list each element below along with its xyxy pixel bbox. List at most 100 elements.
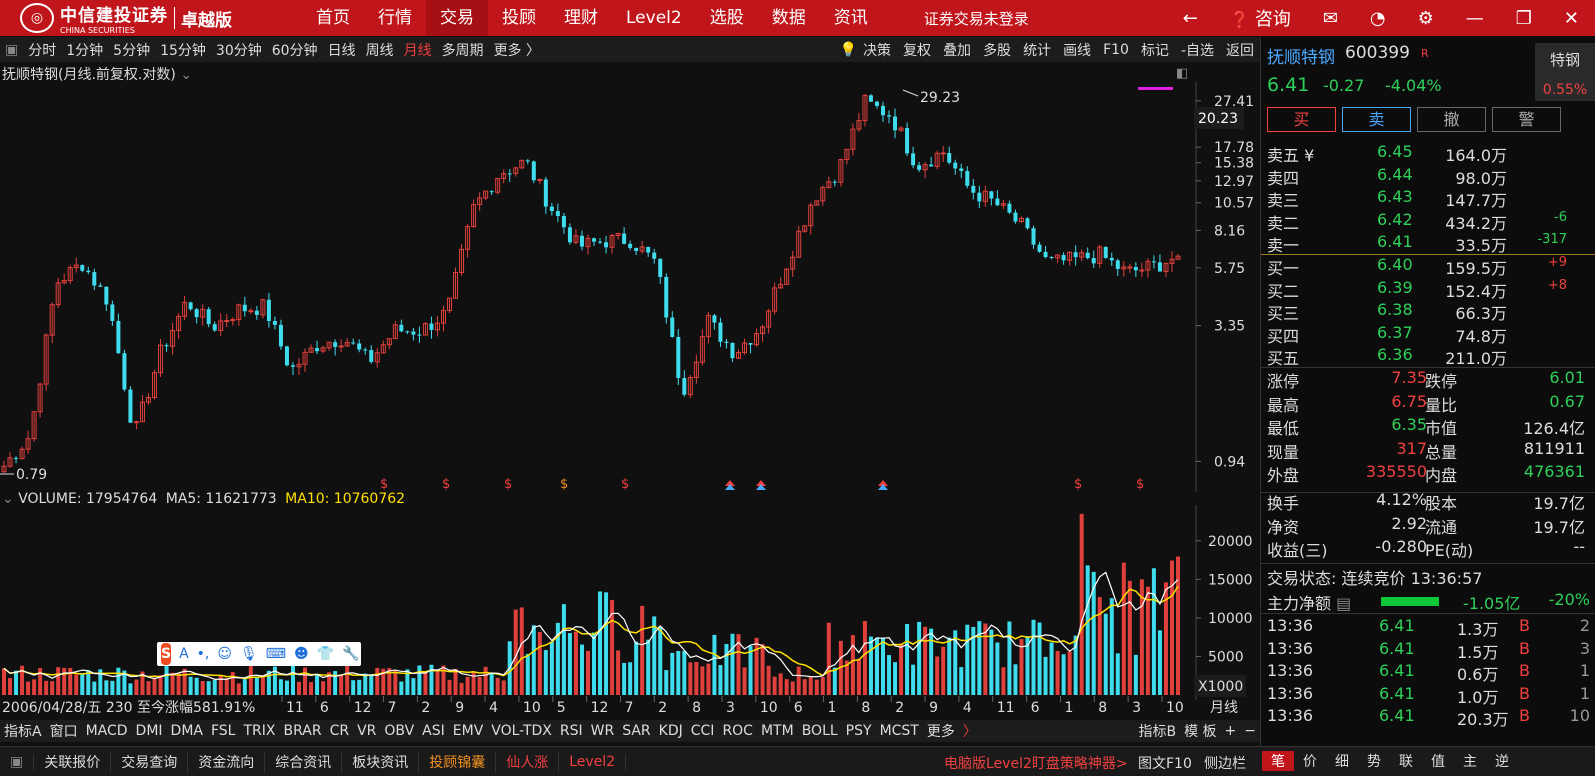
ime-punct-icon[interactable]: •, (196, 646, 210, 662)
tool-back[interactable]: 返回 (1226, 42, 1254, 59)
detail-tab[interactable]: 价 (1303, 754, 1317, 770)
period-tab[interactable]: 15分钟 (160, 42, 206, 59)
minus-icon[interactable]: − (1244, 723, 1256, 739)
minimize-icon[interactable]: — (1465, 7, 1484, 29)
ime-mic-icon[interactable]: 🎙 (240, 646, 258, 662)
signal-marker-icon[interactable]: $ (380, 477, 388, 492)
signal-up-icon[interactable] (756, 480, 766, 486)
indicator-tab[interactable]: ASI (422, 723, 445, 739)
bottom-tab[interactable]: 仙人涨 (496, 751, 560, 772)
bottom-tab[interactable]: 投顾锦囊 (419, 751, 497, 772)
signal-up-icon[interactable] (878, 480, 888, 486)
sidebar-link[interactable]: 侧边栏 (1204, 756, 1246, 772)
nav-screener[interactable]: 选股 (709, 8, 744, 28)
indicator-tab[interactable]: BOLL (801, 723, 838, 739)
gear-icon[interactable]: ⚙ (1417, 7, 1434, 29)
period-tab[interactable]: 5分钟 (113, 42, 151, 59)
indicator-b[interactable]: 指标B (1138, 724, 1177, 740)
nav-quotes[interactable]: 行情 (378, 8, 412, 28)
consult-button[interactable]: ❓ 咨询 (1229, 9, 1291, 30)
sell-button[interactable]: 卖 (1342, 107, 1411, 132)
detail-tab[interactable]: 值 (1431, 754, 1445, 770)
detail-tab[interactable]: 联 (1399, 754, 1413, 770)
nav-news[interactable]: 资讯 (833, 8, 868, 28)
nav-level2[interactable]: Level2 (626, 8, 682, 28)
ime-tool-icon[interactable]: 🔧 (342, 646, 360, 662)
tool-watchlist[interactable]: -自选 (1180, 42, 1214, 59)
detail-tab[interactable]: 细 (1335, 754, 1349, 770)
period-tab-monthly[interactable]: 月线 (403, 42, 432, 59)
indicator-tab[interactable]: TRIX (243, 723, 276, 739)
tool-adjust[interactable]: 复权 (903, 42, 932, 59)
period-tab[interactable]: 多周期 (441, 42, 484, 59)
restore-icon[interactable]: ❐ (1515, 7, 1532, 29)
ime-user-icon[interactable]: ☻ (294, 646, 309, 662)
chevron-down-icon[interactable]: ⌄ (180, 67, 193, 83)
cancel-button[interactable]: 撤 (1417, 107, 1486, 132)
period-tab[interactable]: 60分钟 (271, 42, 318, 59)
chevron-right-icon[interactable]: 〉 (962, 724, 977, 740)
indicator-tab[interactable]: VOL-TDX (491, 723, 552, 739)
signal-marker-icon[interactable]: $ (1074, 477, 1082, 492)
period-tab[interactable]: 周线 (365, 42, 394, 59)
buy-level[interactable]: 买二 6.39 152.4万 +8 (1267, 278, 1567, 301)
ime-logo-icon[interactable]: S (161, 643, 172, 665)
detail-tab[interactable]: 势 (1367, 754, 1381, 770)
login-status[interactable]: 证券交易未登录 (923, 9, 1029, 28)
ime-emoji-icon[interactable]: ☺ (217, 646, 232, 662)
bottom-tab[interactable]: 交易查询 (111, 751, 189, 772)
tool-overlay[interactable]: 叠加 (943, 42, 972, 59)
template-button[interactable]: 模 板 (1184, 724, 1217, 740)
sidebar-toggle-icon[interactable]: ▣ (5, 41, 19, 58)
tool-stats[interactable]: 统计 (1023, 42, 1052, 59)
indicator-tab[interactable]: ROC (722, 723, 753, 739)
tool-decision[interactable]: 决策 (863, 42, 892, 59)
indicator-tab[interactable]: 窗口 (49, 724, 78, 740)
ime-keyboard-icon[interactable]: ⌨ (265, 646, 286, 662)
bottom-menu-icon[interactable]: ▣ (0, 753, 35, 770)
period-tab[interactable]: 日线 (327, 42, 356, 59)
sell-level[interactable]: 卖四 6.44 98.0万 (1267, 165, 1567, 188)
indicator-tab[interactable]: MACD (85, 723, 128, 739)
detail-tab[interactable]: 主 (1463, 754, 1477, 770)
nav-data[interactable]: 数据 (771, 8, 806, 28)
indicator-tab[interactable]: CCI (690, 723, 715, 739)
indicator-tab[interactable]: EMV (452, 723, 484, 739)
indicator-tab[interactable]: 指标A (4, 724, 42, 740)
indicator-tab[interactable]: MCST (879, 723, 919, 739)
back-arrow-icon[interactable]: ← (1182, 7, 1198, 29)
buy-level[interactable]: 买五 6.36 211.0万 (1267, 345, 1567, 368)
volume-chart[interactable]: 20000 15000 10000 5000 X1000 (0, 505, 1260, 700)
tool-multi[interactable]: 多股 (983, 42, 1012, 59)
indicator-tab[interactable]: VR (357, 723, 377, 739)
bottom-tab[interactable]: 板块资讯 (342, 751, 420, 772)
sector-badge[interactable]: 特钢 0.55% (1535, 43, 1595, 101)
f10-link[interactable]: 图文F10 (1138, 756, 1192, 772)
indicator-tab[interactable]: SAR (622, 723, 651, 739)
sell-level[interactable]: 卖五 ¥ 6.45 164.0万 (1267, 142, 1567, 165)
signal-up-icon[interactable] (725, 480, 735, 486)
sell-level[interactable]: 卖一 6.41 33.5万 -317 (1267, 232, 1567, 255)
close-icon[interactable]: ✕ (1563, 7, 1579, 29)
nav-trade[interactable]: 交易 (426, 0, 488, 36)
stock-name[interactable]: 抚顺特钢 (1267, 48, 1335, 68)
indicator-tab[interactable]: KDJ (658, 723, 683, 739)
nav-finance[interactable]: 理财 (564, 8, 598, 28)
signal-marker-icon[interactable]: $ (1136, 477, 1144, 492)
buy-button[interactable]: 买 (1267, 107, 1336, 132)
sell-level[interactable]: 卖三 6.43 147.7万 (1267, 187, 1567, 210)
alert-button[interactable]: 警 (1492, 107, 1561, 132)
panel-toggle-icon[interactable]: ◧ (1176, 66, 1189, 81)
bottom-tab[interactable]: 资金流向 (188, 751, 266, 772)
tool-mark[interactable]: 标记 (1140, 42, 1169, 59)
period-tab[interactable]: 30分钟 (215, 42, 262, 59)
bottom-tab[interactable]: 综合资讯 (265, 751, 343, 772)
tool-draw[interactable]: 画线 (1063, 42, 1092, 59)
ime-skin-icon[interactable]: 👕 (316, 646, 335, 662)
signal-marker-icon[interactable]: $ (442, 477, 450, 492)
indicator-tab[interactable]: WR (590, 723, 615, 739)
nav-advisor[interactable]: 投顾 (502, 8, 536, 28)
indicator-tab[interactable]: CR (329, 723, 350, 739)
ime-mode[interactable]: A (179, 646, 189, 662)
